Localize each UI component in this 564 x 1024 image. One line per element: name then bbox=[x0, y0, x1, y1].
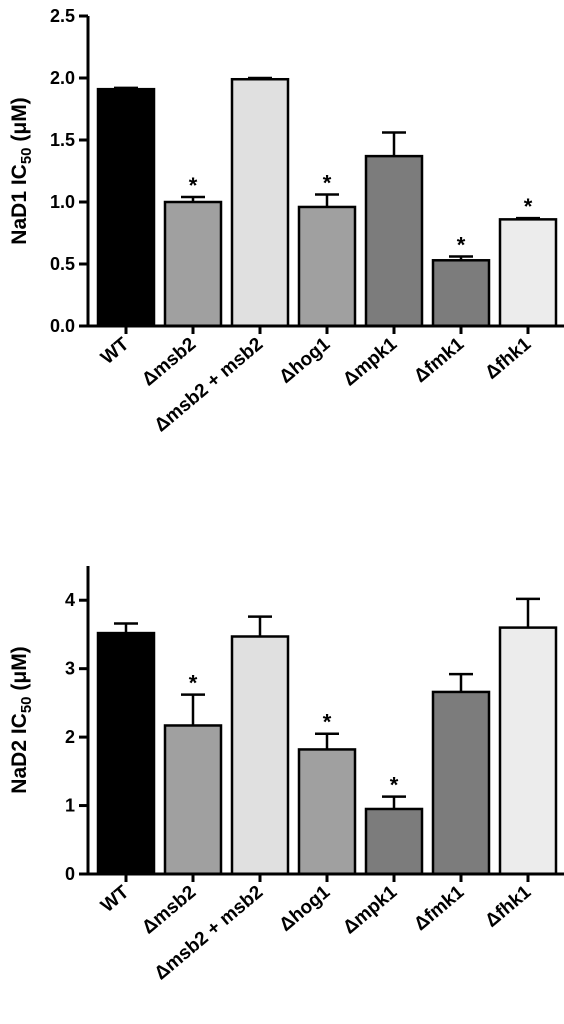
bar bbox=[431, 259, 491, 328]
y-axis-title: NaD1 IC50 (μM) bbox=[8, 97, 35, 244]
y-tick-label: 0 bbox=[65, 864, 75, 884]
x-tick-label: Δmpk1 bbox=[339, 333, 401, 390]
x-tick-label: Δhog1 bbox=[275, 881, 334, 935]
y-tick-label: 4 bbox=[65, 590, 75, 610]
significance-marker: * bbox=[189, 671, 198, 696]
bar bbox=[96, 87, 156, 328]
bar bbox=[498, 218, 558, 328]
x-tick-label: Δfhk1 bbox=[481, 881, 535, 931]
significance-marker: * bbox=[524, 194, 533, 219]
y-axis-title: NaD2 IC50 (μM) bbox=[8, 646, 35, 793]
bar bbox=[431, 690, 491, 876]
y-tick-label: 2.0 bbox=[50, 68, 75, 88]
y-tick-label: 1 bbox=[65, 796, 75, 816]
x-tick-label: Δhog1 bbox=[275, 333, 334, 387]
bar bbox=[163, 724, 223, 876]
bar bbox=[230, 77, 290, 328]
bar bbox=[364, 154, 424, 328]
x-tick-label: Δfmk1 bbox=[410, 881, 468, 935]
y-tick-label: 1.0 bbox=[50, 192, 75, 212]
x-tick-label: Δmsb2 bbox=[138, 334, 200, 391]
y-tick-label: 2.5 bbox=[50, 6, 75, 26]
x-tick-label: Δmsb2 bbox=[138, 882, 200, 939]
significance-marker: * bbox=[390, 773, 399, 798]
x-tick-label: Δmpk1 bbox=[339, 881, 401, 938]
bar bbox=[297, 205, 357, 328]
y-tick-label: 0.5 bbox=[50, 254, 75, 274]
x-tick-label: Δfhk1 bbox=[481, 333, 535, 383]
bar bbox=[498, 626, 558, 876]
y-tick-label: 2 bbox=[65, 727, 75, 747]
significance-marker: * bbox=[457, 233, 466, 258]
bar bbox=[364, 807, 424, 876]
bar bbox=[230, 635, 290, 876]
bar bbox=[297, 748, 357, 876]
bar bbox=[96, 631, 156, 876]
y-tick-label: 1.5 bbox=[50, 130, 75, 150]
x-tick-label: Δfmk1 bbox=[410, 333, 468, 387]
x-tick-label: WT bbox=[97, 881, 133, 916]
significance-marker: * bbox=[323, 171, 332, 196]
bar bbox=[163, 200, 223, 328]
x-tick-label: WT bbox=[97, 333, 133, 368]
significance-marker: * bbox=[323, 710, 332, 735]
y-tick-label: 3 bbox=[65, 659, 75, 679]
y-tick-label: 0.0 bbox=[50, 316, 75, 336]
significance-marker: * bbox=[189, 173, 198, 198]
